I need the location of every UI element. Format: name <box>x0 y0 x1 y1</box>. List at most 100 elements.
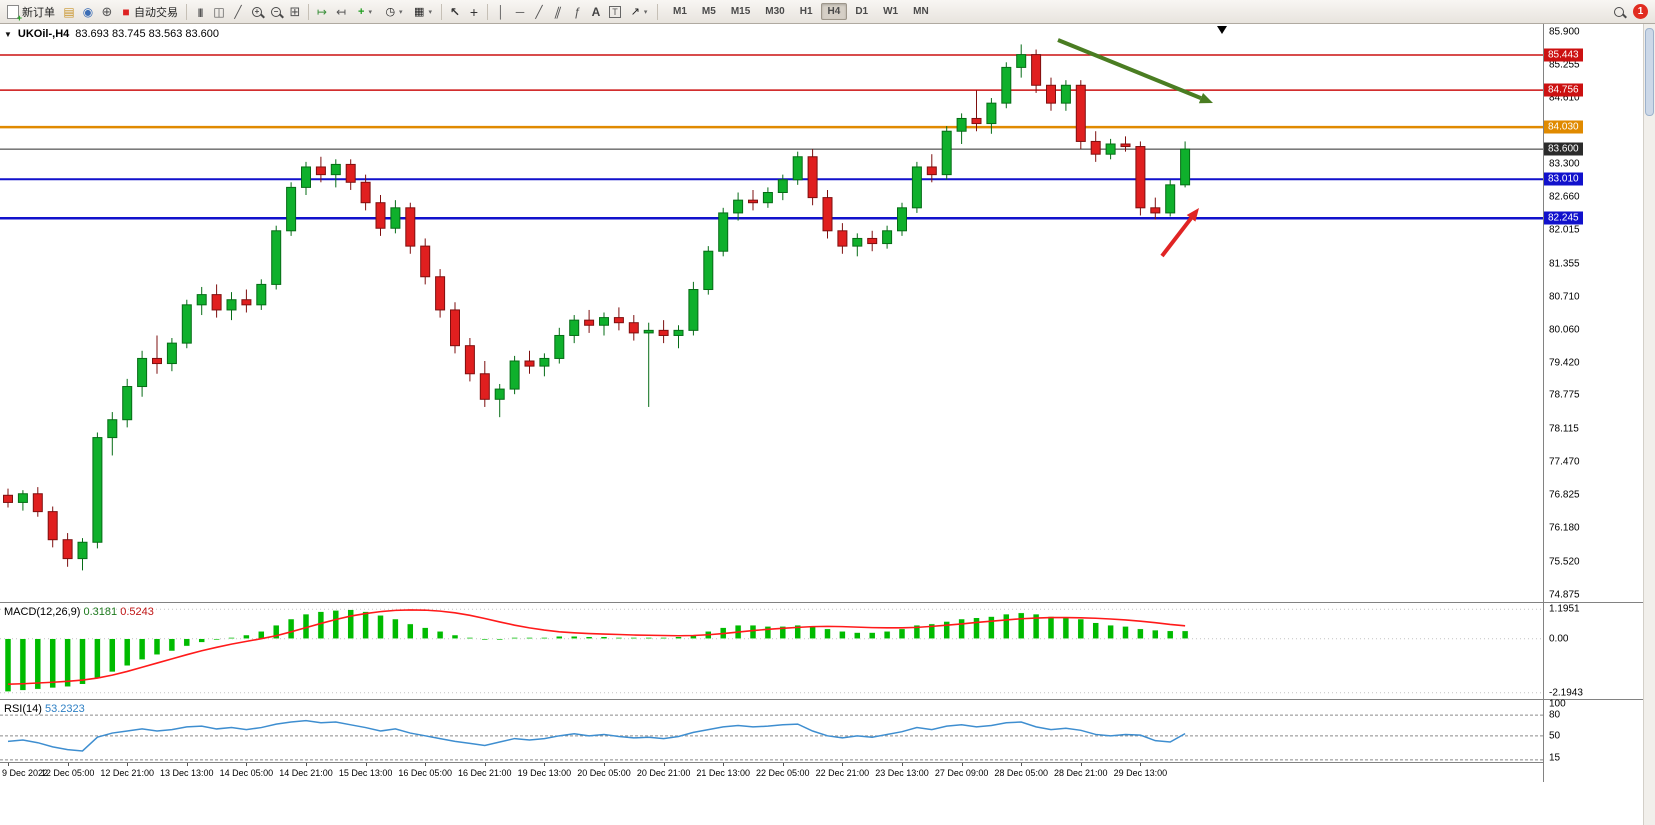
zoom-in-button[interactable]: + <box>248 3 266 21</box>
fibonacci-button[interactable]: ƒ <box>573 4 581 19</box>
macd-histogram-bar <box>1003 613 1010 639</box>
red-arrow[interactable] <box>1160 217 1193 258</box>
market-icon[interactable]: ⊕ <box>101 3 113 19</box>
price-badge-83.600: 83.600 <box>1544 142 1583 156</box>
candle-body <box>1105 143 1116 155</box>
timeframe-button-m30[interactable]: M30 <box>765 6 785 17</box>
timeframe-button-h1[interactable]: H1 <box>799 6 813 17</box>
price-axis-label: 75.520 <box>1549 556 1580 568</box>
macd-histogram-bar <box>1032 613 1040 639</box>
indicators-button[interactable]: + ▾ <box>351 1 379 23</box>
candle-body <box>777 179 788 193</box>
candle-body <box>733 199 744 214</box>
rsi-axis-label: 50 <box>1549 730 1561 742</box>
macd-chart[interactable] <box>0 603 1543 699</box>
channel-button[interactable]: ∥ <box>552 4 564 19</box>
line-chart-button[interactable]: ╱ <box>234 4 242 19</box>
text-button[interactable]: A <box>591 4 601 19</box>
timeframe-button-m5[interactable]: M5 <box>701 6 716 17</box>
arrows-button[interactable]: ↗ ▾ <box>625 1 653 23</box>
candle-body <box>137 357 148 388</box>
notification-badge[interactable]: 1 <box>1633 4 1648 19</box>
candle-body <box>226 299 237 311</box>
rsi-chart[interactable] <box>0 700 1543 762</box>
time-axis-tick <box>67 763 69 766</box>
new-order-button[interactable]: 新订单 <box>3 1 59 23</box>
search-button[interactable] <box>1610 3 1628 21</box>
red-arrow-head[interactable] <box>1186 208 1199 222</box>
price-axis-label: 77.470 <box>1549 456 1580 468</box>
candle-body <box>1090 140 1101 155</box>
horizontal-line-button[interactable]: ─ <box>515 4 525 19</box>
timeframe-button-mn[interactable]: MN <box>913 6 929 17</box>
macd-histogram-bar <box>451 634 459 639</box>
candle-body <box>643 329 654 334</box>
vertical-line-button[interactable]: │ <box>497 4 505 19</box>
time-axis-label: 22 Dec 05:00 <box>756 768 810 778</box>
scrollbar-thumb[interactable] <box>1645 28 1654 116</box>
green-arrow-head[interactable] <box>1198 93 1213 104</box>
chart-shift-button[interactable]: ↤ <box>335 4 347 19</box>
macd-histogram-bar <box>153 638 161 655</box>
price-axis-label: 78.115 <box>1549 423 1579 435</box>
candle-body <box>32 493 43 513</box>
macd-histogram-bar <box>168 638 176 652</box>
candle-body <box>435 276 446 311</box>
price-axis-label: 85.255 <box>1549 59 1580 71</box>
candle-body <box>1060 84 1071 104</box>
price-axis-label: 82.660 <box>1549 191 1580 203</box>
periods-button[interactable]: ◷ ▾ <box>380 1 408 23</box>
candle-body <box>360 181 371 204</box>
time-axis-tick <box>425 763 427 766</box>
text-label-button[interactable]: T <box>606 3 624 21</box>
candle-body <box>420 245 431 278</box>
macd-histogram-bar <box>526 637 533 639</box>
cursor-button[interactable]: ↖ <box>449 4 461 19</box>
candle-body <box>196 294 207 306</box>
autotrading-button[interactable]: ■ 自动交易 <box>117 1 182 23</box>
crosshair-button[interactable]: + <box>469 3 479 20</box>
candle-body <box>271 230 282 285</box>
timeframe-button-d1[interactable]: D1 <box>855 6 869 17</box>
macd-histogram-bar <box>1107 624 1114 639</box>
chart-shift-marker[interactable] <box>1217 26 1227 34</box>
bar-chart-button[interactable]: ||| <box>197 6 203 17</box>
timeframe-button-m1[interactable]: M1 <box>673 6 687 17</box>
macd-histogram-bar <box>347 609 354 639</box>
macd-histogram-bar <box>764 626 772 639</box>
time-axis-tick <box>723 763 725 766</box>
profile-icon[interactable]: ◉ <box>82 4 94 19</box>
candlestick-chart[interactable] <box>0 24 1543 602</box>
auto-scroll-button[interactable]: ↦ <box>316 4 328 19</box>
timeframe-button-w1[interactable]: W1 <box>883 6 899 17</box>
candle-body <box>509 360 520 390</box>
timeframe-button-m15[interactable]: M15 <box>730 6 751 17</box>
candle-body <box>1120 143 1131 148</box>
tile-windows-button[interactable]: ⊞ <box>289 3 301 19</box>
trendline-button[interactable]: ╱ <box>535 4 543 19</box>
timeframe-button-h4[interactable]: H4 <box>820 3 848 20</box>
time-axis-tick <box>186 763 188 766</box>
candlestick-chart-button[interactable]: ◫ <box>213 4 225 19</box>
price-axis-label: 82.015 <box>1549 224 1580 236</box>
vertical-scrollbar[interactable] <box>1643 24 1655 825</box>
chevron-down-icon: ▾ <box>643 8 648 16</box>
time-axis-tick <box>842 763 844 766</box>
candle-body <box>301 166 311 188</box>
zoom-out-button[interactable]: − <box>267 3 285 21</box>
templates-button[interactable]: ▦ ▾ <box>409 1 437 23</box>
candle-body <box>762 191 773 204</box>
new-chart-icon[interactable]: ▤ <box>63 4 75 19</box>
new-order-label: 新订单 <box>22 6 55 19</box>
green-arrow[interactable] <box>1057 38 1202 100</box>
macd-histogram-bar <box>481 638 489 641</box>
candle-body <box>152 357 162 365</box>
candle-body <box>539 357 550 367</box>
one-click-trading-toggle[interactable]: ▼ <box>4 29 12 39</box>
rsi-axis-label: 80 <box>1549 709 1561 721</box>
macd-axis-label: 1.1951 <box>1549 603 1580 615</box>
macd-histogram-bar <box>600 636 608 639</box>
candle-body <box>166 342 177 365</box>
candle-body <box>62 539 73 560</box>
macd-histogram-bar <box>198 638 205 643</box>
